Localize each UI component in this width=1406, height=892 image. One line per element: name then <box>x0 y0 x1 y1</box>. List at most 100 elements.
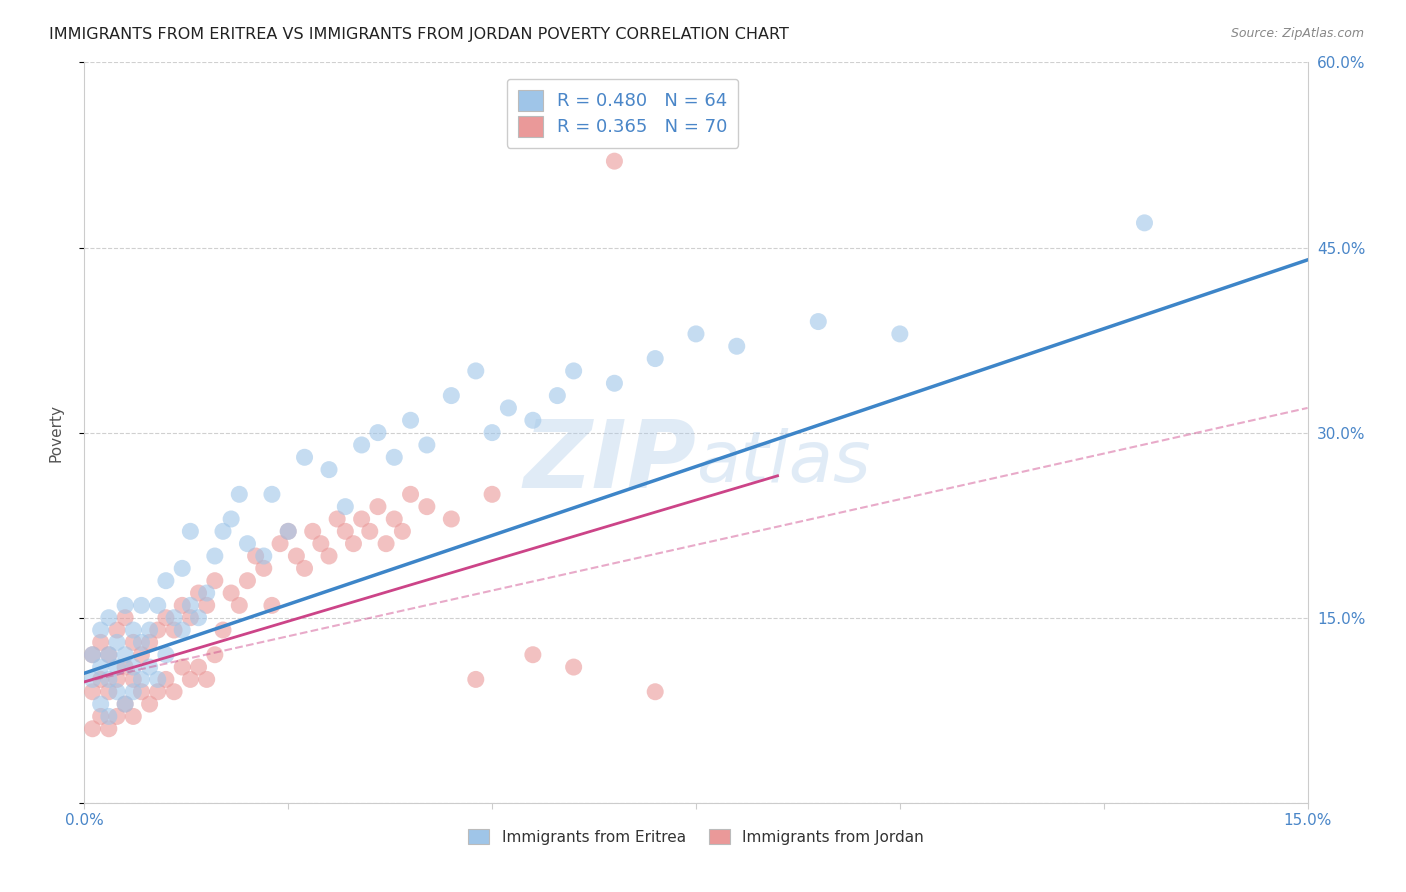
Point <box>90 697 112 711</box>
Point <box>105 673 128 687</box>
Point <box>163 610 186 624</box>
Point <box>155 610 177 624</box>
Point <box>138 635 160 649</box>
Y-axis label: Poverty: Poverty <box>49 403 63 462</box>
Point <box>260 599 283 613</box>
Point <box>138 623 160 637</box>
Point <box>301 524 323 539</box>
Point <box>294 561 316 575</box>
Point <box>195 599 218 613</box>
Point <box>97 610 120 624</box>
Point <box>375 536 398 550</box>
Point <box>146 673 169 687</box>
Point <box>219 512 242 526</box>
Point <box>228 599 250 613</box>
Point <box>82 648 104 662</box>
Point <box>114 599 136 613</box>
Point <box>195 586 218 600</box>
Point <box>807 314 830 328</box>
Point <box>382 450 405 465</box>
Point <box>114 648 136 662</box>
Point <box>187 660 209 674</box>
Point <box>326 512 349 526</box>
Point <box>146 623 169 637</box>
Point <box>172 599 194 613</box>
Point <box>335 524 357 539</box>
Point <box>219 586 242 600</box>
Point <box>90 660 112 674</box>
Point <box>603 154 626 169</box>
Point <box>122 623 145 637</box>
Point <box>90 623 112 637</box>
Point <box>359 524 381 539</box>
Point <box>131 599 153 613</box>
Point <box>138 660 160 674</box>
Point <box>416 500 439 514</box>
Point <box>195 673 218 687</box>
Point <box>187 586 209 600</box>
Point <box>155 574 177 588</box>
Point <box>131 635 153 649</box>
Point <box>131 673 153 687</box>
Point <box>82 722 104 736</box>
Point <box>481 425 503 440</box>
Point <box>725 339 748 353</box>
Point <box>114 697 136 711</box>
Point <box>644 685 666 699</box>
Point <box>97 685 120 699</box>
Point <box>90 635 112 649</box>
Point <box>105 635 128 649</box>
Point <box>294 450 316 465</box>
Point <box>105 685 128 699</box>
Point <box>335 500 357 514</box>
Point <box>285 549 308 563</box>
Point <box>82 648 104 662</box>
Point <box>253 561 276 575</box>
Point <box>391 524 413 539</box>
Point <box>122 635 145 649</box>
Point <box>204 574 226 588</box>
Point <box>97 648 120 662</box>
Point <box>122 660 145 674</box>
Point <box>399 487 422 501</box>
Point <box>97 673 120 687</box>
Legend: Immigrants from Eritrea, Immigrants from Jordan: Immigrants from Eritrea, Immigrants from… <box>461 822 931 851</box>
Point <box>105 623 128 637</box>
Point <box>97 648 120 662</box>
Point <box>114 610 136 624</box>
Point <box>163 623 186 637</box>
Point <box>342 536 364 550</box>
Point <box>269 536 291 550</box>
Point <box>82 673 104 687</box>
Point <box>122 709 145 723</box>
Point <box>498 401 520 415</box>
Point <box>382 512 405 526</box>
Point <box>1133 216 1156 230</box>
Text: Source: ZipAtlas.com: Source: ZipAtlas.com <box>1230 27 1364 40</box>
Point <box>464 673 486 687</box>
Text: IMMIGRANTS FROM ERITREA VS IMMIGRANTS FROM JORDAN POVERTY CORRELATION CHART: IMMIGRANTS FROM ERITREA VS IMMIGRANTS FR… <box>49 27 789 42</box>
Point <box>399 413 422 427</box>
Point <box>889 326 911 341</box>
Point <box>90 709 112 723</box>
Point <box>260 487 283 501</box>
Point <box>146 599 169 613</box>
Point <box>277 524 299 539</box>
Point <box>179 610 201 624</box>
Point <box>146 685 169 699</box>
Point <box>562 364 585 378</box>
Point <box>481 487 503 501</box>
Point <box>440 512 463 526</box>
Point <box>367 500 389 514</box>
Point <box>464 364 486 378</box>
Point <box>318 462 340 476</box>
Point <box>685 326 707 341</box>
Point <box>179 524 201 539</box>
Point <box>131 685 153 699</box>
Point <box>212 524 235 539</box>
Point <box>318 549 340 563</box>
Point <box>440 388 463 402</box>
Point <box>90 673 112 687</box>
Point <box>350 438 373 452</box>
Point <box>155 648 177 662</box>
